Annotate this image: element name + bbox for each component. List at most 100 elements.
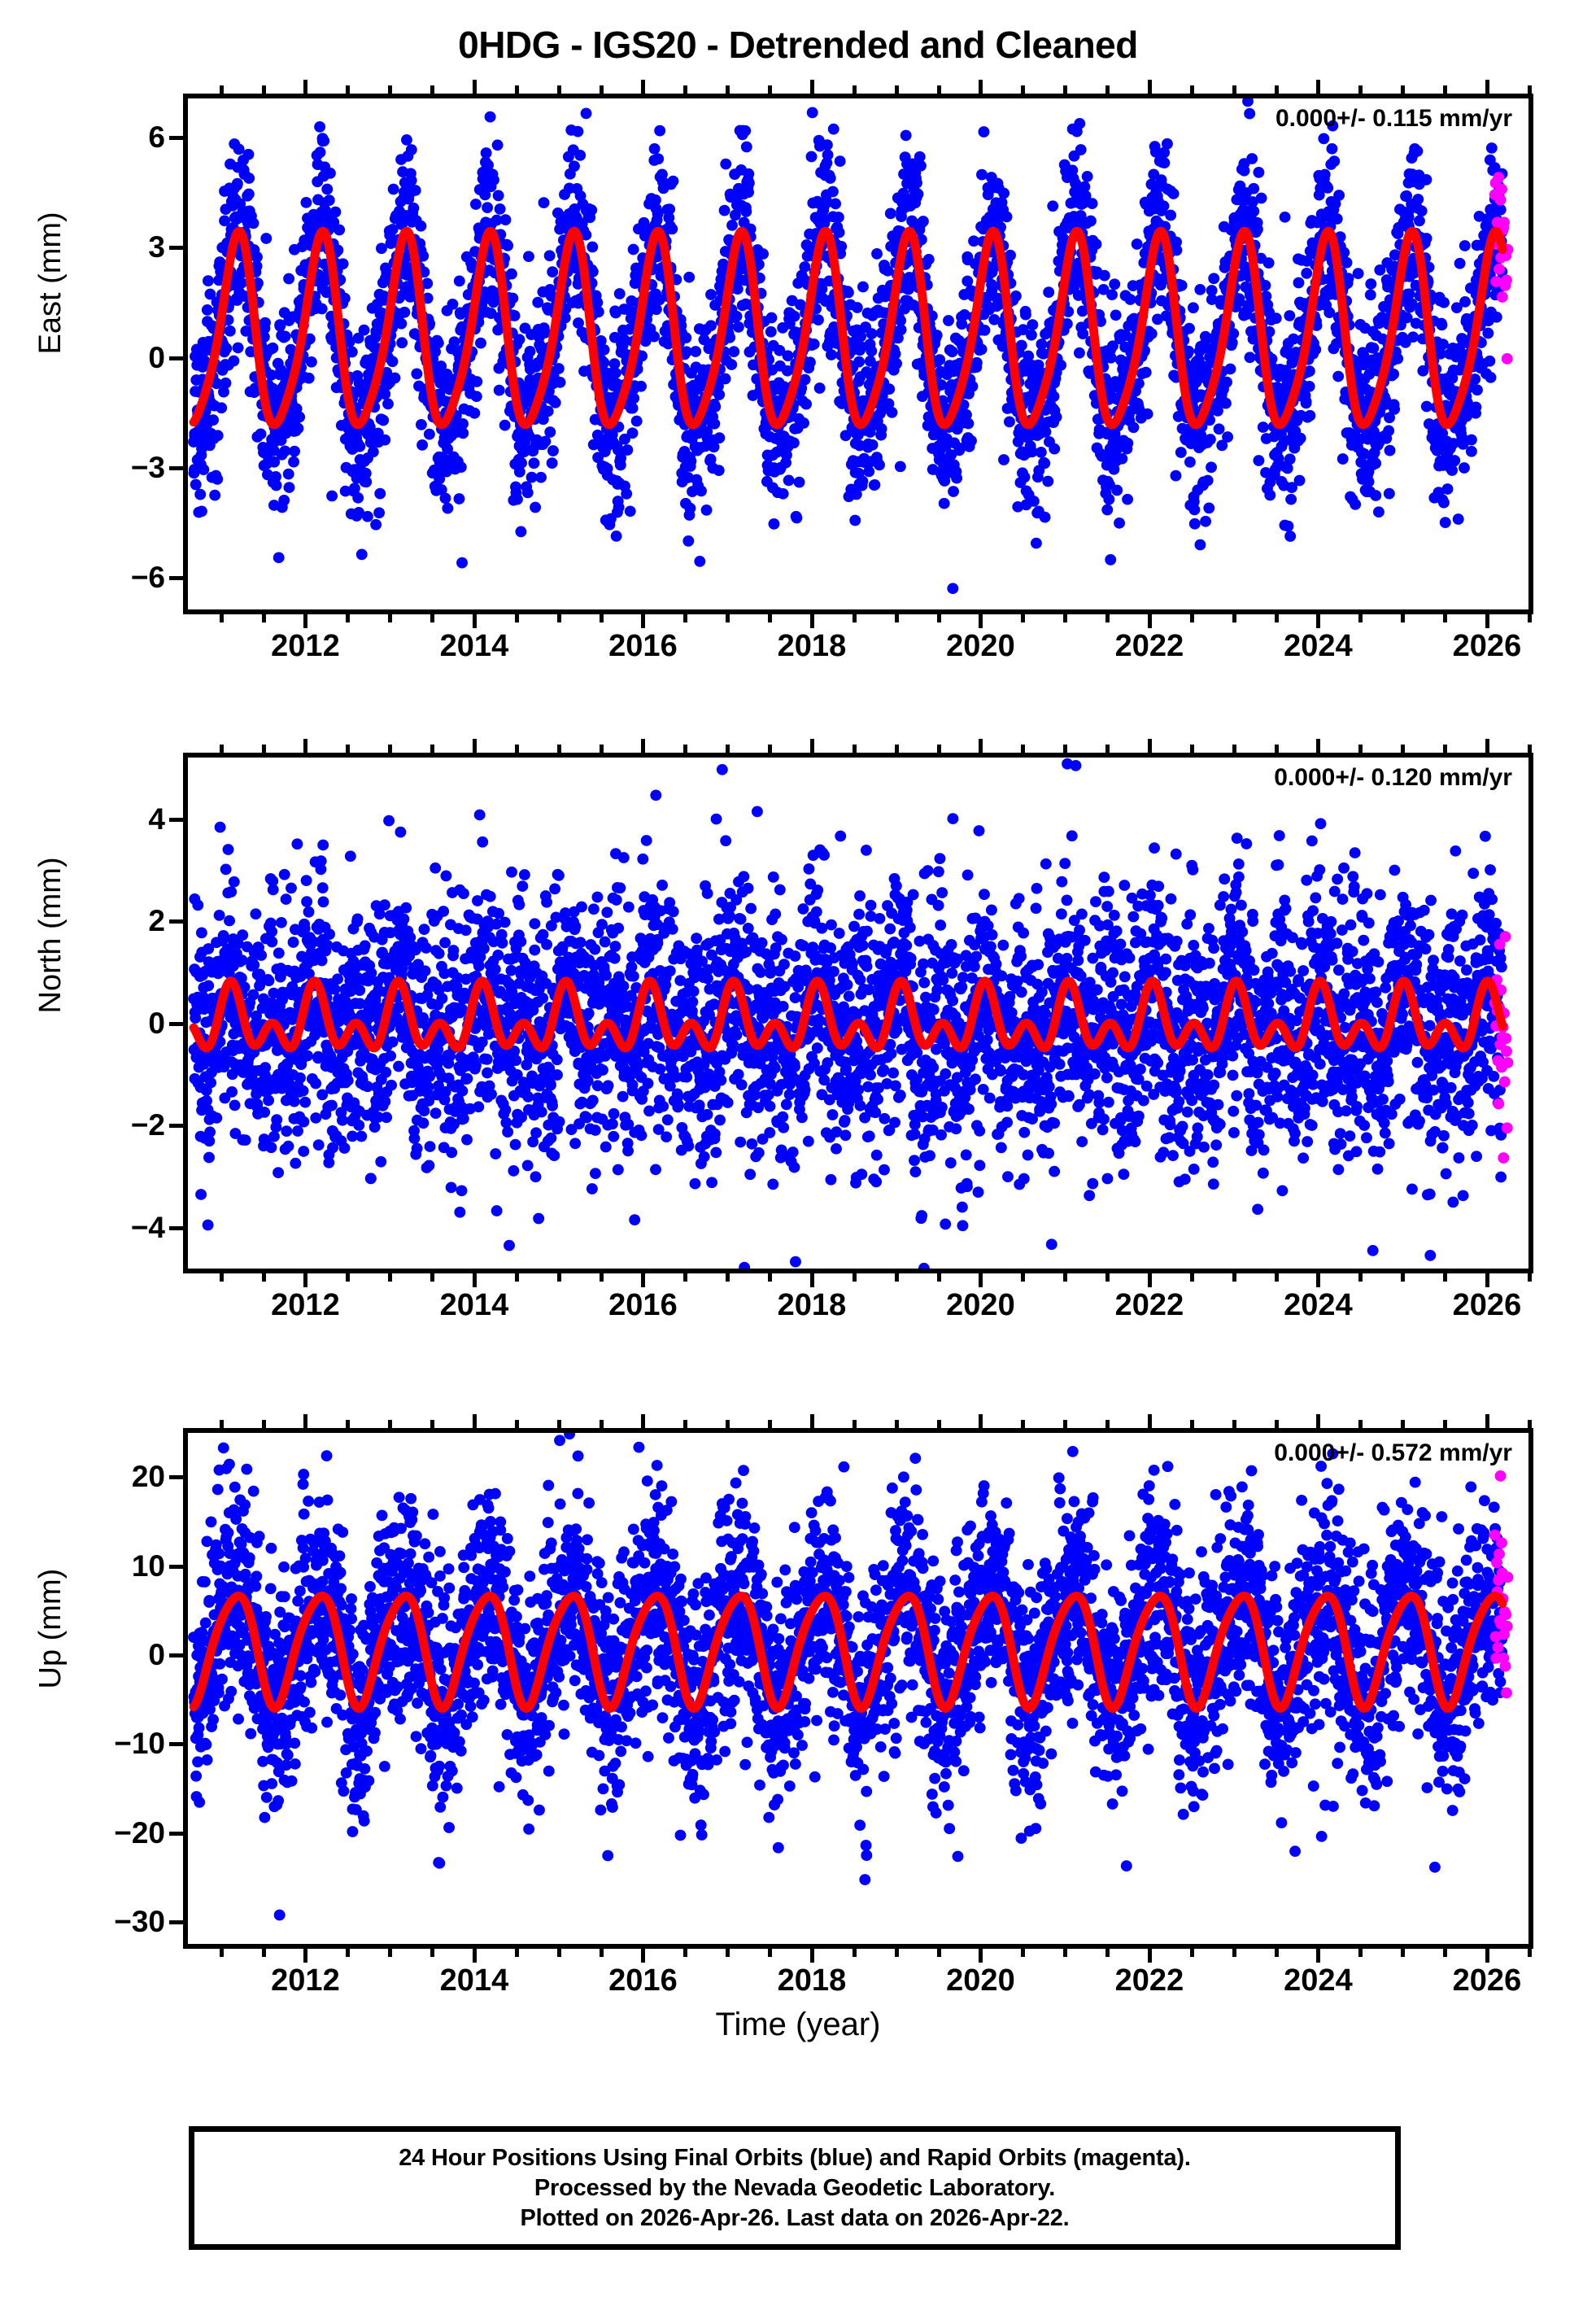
x-tick-mark-major xyxy=(472,1949,477,1963)
x-tick-mark-major xyxy=(1316,614,1321,628)
y-axis-title-up: Up (mm) xyxy=(33,1568,68,1689)
x-tick-mark-minor xyxy=(936,1949,941,1957)
x-tick-mark-major-top xyxy=(1316,1414,1321,1428)
x-tick-mark-major-top xyxy=(303,739,308,753)
x-tick-mark-minor-top xyxy=(1189,85,1194,94)
x-tick-mark-minor-top xyxy=(261,745,266,753)
x-tick-mark-minor xyxy=(683,1273,688,1282)
x-tick-mark-major-top xyxy=(1316,739,1321,753)
y-tick-mark xyxy=(169,575,183,580)
y-tick-mark xyxy=(169,1564,183,1569)
x-tick-mark-major-top xyxy=(472,739,477,753)
x-tick-mark-major xyxy=(472,614,477,628)
x-tick-mark-minor-top xyxy=(1527,745,1532,753)
x-tick-label: 2014 xyxy=(439,629,509,663)
plot-frame-east xyxy=(183,94,1533,614)
x-tick-label: 2016 xyxy=(608,1963,678,1998)
y-tick-label: 0 xyxy=(148,1637,165,1671)
x-tick-mark-minor xyxy=(1274,1273,1279,1282)
x-tick-mark-minor-top xyxy=(683,1420,688,1428)
x-tick-mark-minor xyxy=(1401,1273,1406,1282)
y-tick-mark xyxy=(169,1225,183,1230)
x-tick-mark-minor xyxy=(1063,1949,1068,1957)
x-tick-mark-major-top xyxy=(641,1414,646,1428)
x-tick-mark-minor xyxy=(683,614,688,622)
x-tick-label: 2012 xyxy=(271,1963,340,1998)
x-tick-mark-major xyxy=(1485,1949,1489,1963)
x-tick-mark-minor xyxy=(852,1949,857,1957)
x-tick-mark-minor-top xyxy=(1105,85,1110,94)
y-tick-mark xyxy=(169,246,183,251)
x-tick-mark-minor-top xyxy=(1443,745,1448,753)
rate-annotation-north: 0.000+/- 0.120 mm/yr xyxy=(1274,764,1512,791)
plot-canvas-north xyxy=(188,758,1514,1269)
x-tick-label: 2018 xyxy=(777,1288,847,1322)
x-tick-mark-minor-top xyxy=(1358,745,1363,753)
x-tick-mark-minor xyxy=(346,614,351,622)
x-tick-mark-major-top xyxy=(979,739,983,753)
x-tick-mark-major xyxy=(1485,1273,1489,1287)
x-tick-mark-major xyxy=(1485,614,1489,628)
x-tick-label: 2012 xyxy=(271,629,340,663)
x-tick-mark-major xyxy=(809,1273,814,1287)
x-tick-label: 2016 xyxy=(608,629,678,663)
y-tick-mark xyxy=(169,817,183,822)
x-tick-mark-minor xyxy=(1443,614,1448,622)
x-tick-mark-major xyxy=(809,1949,814,1963)
x-tick-mark-minor-top xyxy=(852,745,857,753)
page-title: 0HDG - IGS20 - Detrended and Cleaned xyxy=(458,24,1138,66)
x-tick-mark-minor-top xyxy=(852,1420,857,1428)
x-tick-mark-minor-top xyxy=(556,85,561,94)
y-tick-label: −4 xyxy=(130,1210,165,1244)
x-tick-mark-minor-top xyxy=(1358,85,1363,94)
y-tick-mark xyxy=(169,1475,183,1480)
x-tick-mark-minor-top xyxy=(388,745,393,753)
plot-frame-up xyxy=(183,1428,1533,1949)
x-tick-mark-minor-top xyxy=(726,85,730,94)
y-tick-mark xyxy=(169,1742,183,1747)
x-tick-mark-minor-top xyxy=(1063,1420,1068,1428)
x-tick-mark-minor-top xyxy=(683,745,688,753)
x-tick-label: 2014 xyxy=(439,1963,509,1998)
x-tick-mark-minor xyxy=(1527,1273,1532,1282)
x-tick-mark-major-top xyxy=(1147,80,1152,94)
x-tick-mark-minor xyxy=(261,1949,266,1957)
x-tick-mark-minor-top xyxy=(514,745,519,753)
x-tick-mark-major xyxy=(1316,1949,1321,1963)
x-axis-title: Time (year) xyxy=(715,2007,881,2042)
x-tick-mark-minor-top xyxy=(430,1420,435,1428)
x-tick-mark-minor-top xyxy=(556,1420,561,1428)
y-tick-label: −30 xyxy=(114,1905,165,1939)
x-tick-mark-minor-top xyxy=(388,85,393,94)
x-tick-mark-major-top xyxy=(1316,80,1321,94)
x-tick-mark-minor-top xyxy=(346,1420,351,1428)
x-tick-mark-minor xyxy=(936,1273,941,1282)
x-tick-mark-minor xyxy=(1063,1273,1068,1282)
x-tick-mark-minor xyxy=(1527,614,1532,622)
y-tick-label: −6 xyxy=(130,560,165,594)
x-tick-mark-minor-top xyxy=(936,1420,941,1428)
x-tick-label: 2024 xyxy=(1284,1288,1353,1322)
x-tick-label: 2022 xyxy=(1114,1288,1184,1322)
y-tick-mark xyxy=(169,919,183,924)
x-tick-mark-minor-top xyxy=(768,745,773,753)
rate-annotation-east: 0.000+/- 0.115 mm/yr xyxy=(1275,105,1512,132)
y-tick-label: 10 xyxy=(131,1548,165,1583)
x-tick-mark-minor xyxy=(1232,1949,1236,1957)
x-tick-mark-major xyxy=(641,614,646,628)
x-tick-mark-minor-top xyxy=(726,745,730,753)
x-tick-label: 2022 xyxy=(1114,629,1184,663)
x-tick-mark-minor-top xyxy=(768,85,773,94)
x-tick-mark-minor xyxy=(261,1273,266,1282)
panel-east: 0.000+/- 0.115 mm/yr xyxy=(183,94,1533,614)
x-tick-mark-minor-top xyxy=(430,85,435,94)
y-axis-title-east: East (mm) xyxy=(33,212,68,355)
y-tick-label: 4 xyxy=(148,801,165,836)
x-tick-mark-minor-top xyxy=(430,745,435,753)
x-tick-mark-minor xyxy=(219,1273,224,1282)
x-tick-mark-major xyxy=(303,1949,308,1963)
model-fit-curve-up xyxy=(189,1592,1507,1713)
x-tick-mark-minor xyxy=(1401,1949,1406,1957)
x-tick-label: 2014 xyxy=(439,1288,509,1322)
